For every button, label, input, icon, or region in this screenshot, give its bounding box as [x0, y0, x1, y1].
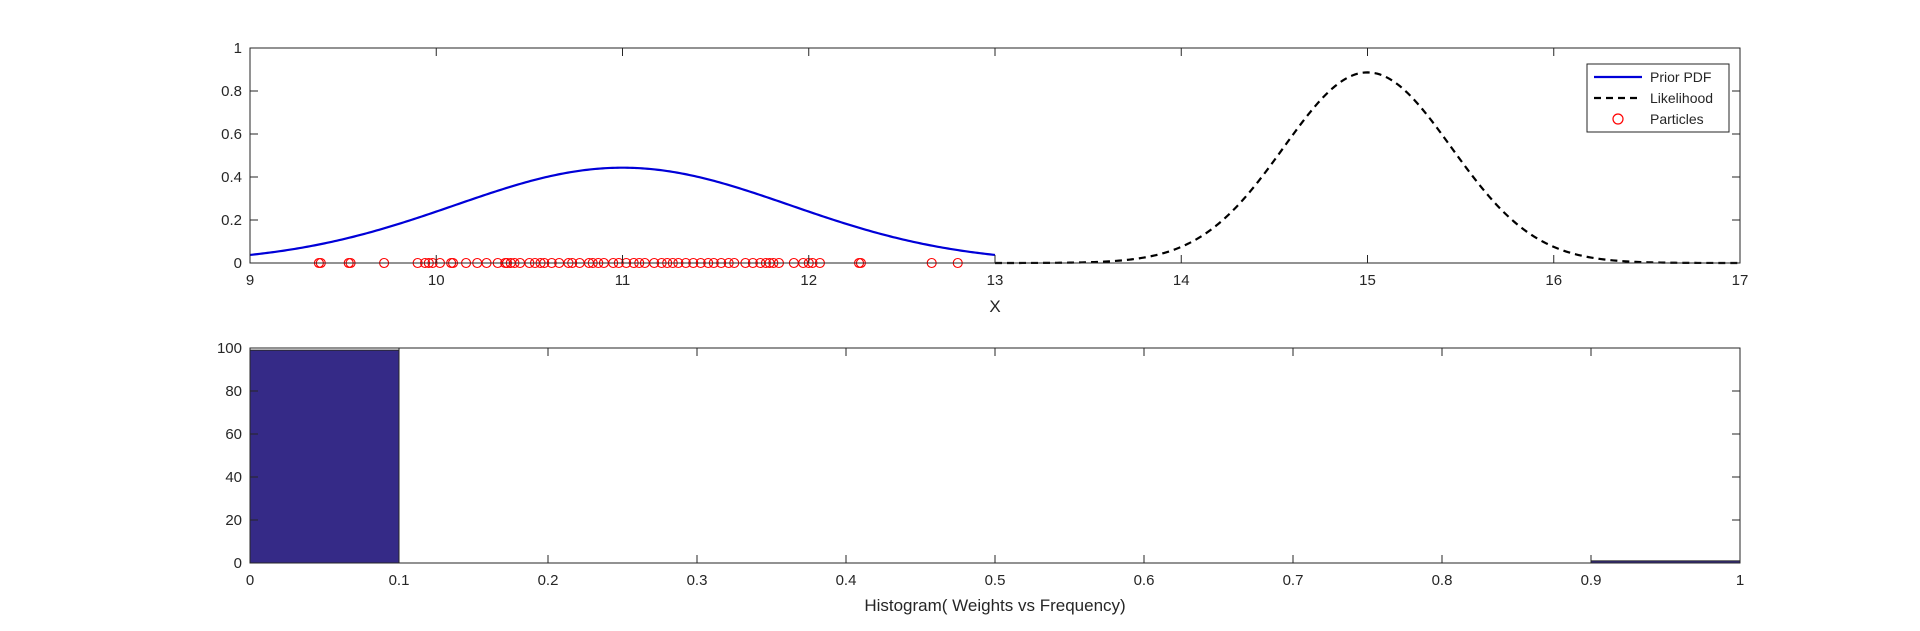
y-tick-label: 0.6 [221, 126, 242, 143]
x-tick-label: 0.9 [1581, 572, 1602, 589]
y-tick-label: 0.4 [221, 169, 242, 186]
x-tick-label: 16 [1545, 272, 1562, 289]
y-tick-label: 1 [234, 40, 242, 57]
x-tick-label: 0.4 [836, 572, 857, 589]
likelihood-curve [995, 71, 1740, 265]
x-tick-label: 15 [1359, 272, 1376, 289]
y-tick-label: 100 [217, 340, 242, 357]
x-tick-label: 0 [246, 572, 254, 589]
bottom-plot-x-ticks: 0 0.1 0.2 0.3 0.4 0.5 0.6 0.7 0.8 0.9 1 [246, 348, 1744, 589]
legend-swatch-particles [1612, 113, 1624, 125]
y-tick-label: 0 [234, 555, 242, 572]
x-tick-label: 14 [1173, 272, 1190, 289]
x-tick-label: 17 [1732, 272, 1749, 289]
x-tick-label: 0.6 [1134, 572, 1155, 589]
x-tick-label: 0.2 [538, 572, 559, 589]
x-tick-label: 1 [1736, 572, 1744, 589]
x-tick-label: 11 [615, 272, 631, 289]
x-tick-label: 9 [246, 272, 254, 289]
histogram-bars [249, 349, 1741, 564]
top-plot-curves [249, 71, 1740, 265]
y-tick-label: 0 [234, 255, 242, 272]
y-tick-label: 0.8 [221, 83, 242, 100]
prior-pdf-curve [249, 166, 996, 257]
y-tick-label: 20 [225, 512, 242, 529]
y-tick-label: 40 [225, 469, 242, 486]
legend-label-prior: Prior PDF [1650, 69, 1711, 85]
x-tick-label: 0.5 [985, 572, 1006, 589]
bottom-plot-x-axis-label: Histogram( Weights vs Frequency) [864, 596, 1125, 615]
x-tick-label: 0.1 [389, 572, 410, 589]
top-plot-x-ticks: 9 10 11 12 13 14 15 16 17 [246, 48, 1749, 289]
legend-label-particles: Particles [1650, 111, 1704, 127]
x-tick-label: 0.3 [687, 572, 708, 589]
y-tick-label: 60 [225, 426, 242, 443]
top-plot-x-axis-label: X [989, 297, 1000, 316]
x-tick-label: 10 [428, 272, 445, 289]
top-plot: 9 10 11 12 13 14 15 16 17 0 0.2 0.4 0.6 0.8 1 X Prior… [221, 40, 1748, 316]
bottom-plot-y-ticks: 0 20 40 60 80 100 [217, 340, 1740, 572]
y-tick-label: 80 [225, 383, 242, 400]
top-plot-area [250, 48, 1740, 263]
top-plot-y-ticks: 0 0.2 0.4 0.6 0.8 1 [221, 40, 1740, 272]
x-tick-label: 0.8 [1432, 572, 1453, 589]
y-tick-label: 0.2 [221, 212, 242, 229]
x-tick-label: 0.7 [1283, 572, 1304, 589]
bottom-plot-area [250, 348, 1740, 563]
x-tick-label: 12 [800, 272, 817, 289]
legend: Prior PDF Likelihood Particles [1586, 63, 1730, 133]
histogram-bar [249, 349, 400, 564]
bottom-plot: 0 0.1 0.2 0.3 0.4 0.5 0.6 0.7 0.8 0.9 1 0 20 40 60 80 1… [217, 340, 1744, 615]
x-tick-label: 13 [987, 272, 1004, 289]
legend-label-likelihood: Likelihood [1650, 90, 1713, 106]
